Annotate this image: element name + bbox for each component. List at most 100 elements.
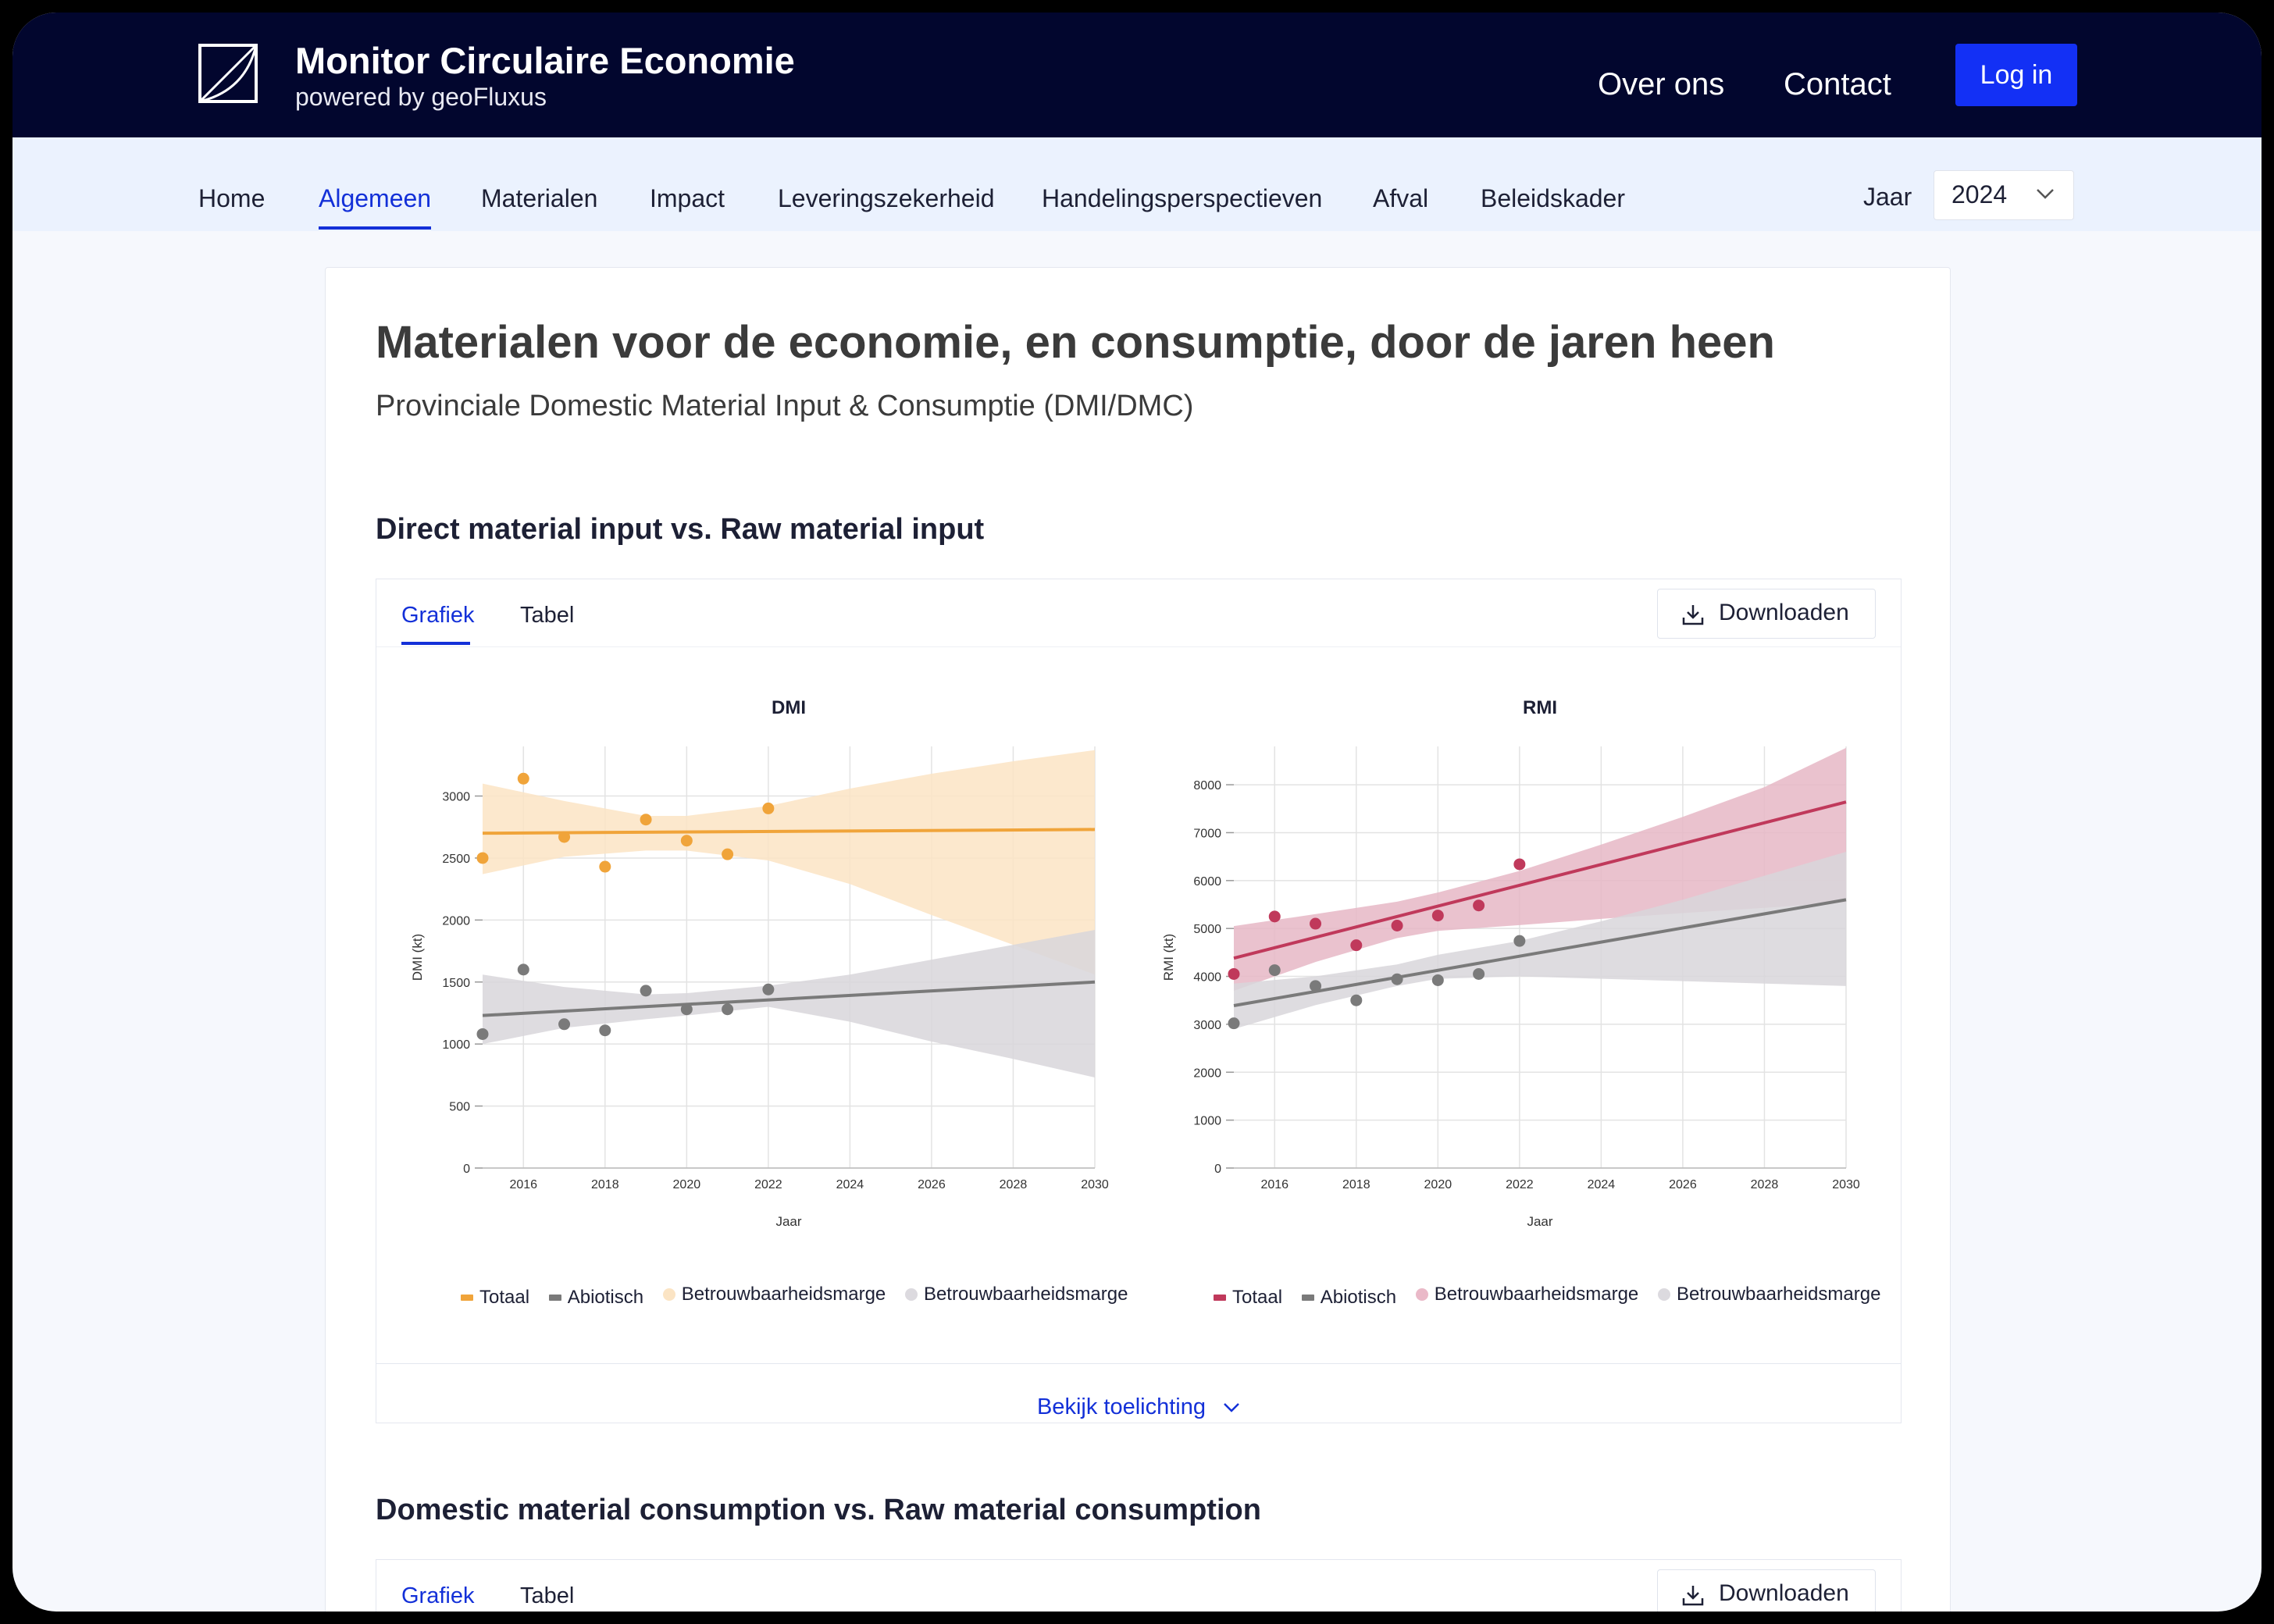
chart-panel-dmc-rmc: Grafiek Tabel Downloaden: [376, 1559, 1902, 1612]
data-point: [476, 852, 489, 864]
data-point: [558, 831, 571, 843]
data-point: [1513, 858, 1526, 871]
tab-tabel[interactable]: Tabel: [520, 603, 575, 628]
year-value: 2024: [1951, 180, 2008, 208]
data-point: [640, 814, 652, 826]
dmi-legend: Totaal Abiotisch Betrouwbaarheidsmarge B…: [461, 1284, 1142, 1309]
subnav-item-leveringszekerheid[interactable]: Leveringszekerheid: [778, 184, 995, 212]
y-tick-label: 5000: [1193, 923, 1221, 936]
subnav-item-handelingsperspectieven[interactable]: Handelingsperspectieven: [1042, 184, 1323, 212]
data-point: [1228, 967, 1240, 980]
x-tick-label: 2022: [754, 1178, 782, 1191]
x-tick-label: 2024: [1588, 1178, 1616, 1191]
confidence-band: [483, 930, 1095, 1078]
data-point: [1310, 980, 1322, 992]
nav-contact[interactable]: Contact: [1784, 67, 1891, 102]
panel-footer-divider: [376, 1363, 1901, 1364]
data-point: [680, 835, 693, 847]
toelichting-toggle[interactable]: Bekijk toelichting: [376, 1394, 1901, 1420]
download-button[interactable]: Downloaden: [1657, 589, 1876, 639]
legend-label: Totaal: [1232, 1287, 1283, 1308]
legend-label: Abiotisch: [567, 1287, 644, 1308]
x-axis-label: Jaar: [775, 1214, 801, 1229]
app-title: Monitor Circulaire Economie: [295, 40, 795, 81]
legend-item[interactable]: Betrouwbaarheidsmarge: [662, 1284, 886, 1305]
rmi-chart: RMI 0 1000 2000 3000 4000 5000 6000 7000 8000 2016…: [1161, 697, 1860, 1229]
data-point: [1350, 994, 1363, 1006]
legend-item[interactable]: Totaal: [1214, 1287, 1282, 1309]
y-tick-label: 2000: [1193, 1067, 1221, 1080]
y-tick-label: 0: [1214, 1163, 1221, 1176]
content-card: Materialen voor de economie, en consumpt…: [325, 267, 1951, 1612]
data-point: [640, 985, 652, 997]
data-point: [1350, 939, 1363, 952]
logo-icon[interactable]: [198, 44, 258, 103]
y-axis-label: RMI (kt): [1161, 934, 1176, 981]
chart-title: RMI: [1523, 697, 1557, 718]
chart-title: DMI: [772, 697, 806, 718]
x-tick-label: 2024: [836, 1178, 864, 1191]
legend-label: Betrouwbaarheidsmarge: [1676, 1284, 1881, 1305]
chevron-down-icon: [1224, 1403, 1239, 1413]
data-point: [1228, 1017, 1240, 1030]
x-tick-label: 2026: [918, 1178, 946, 1191]
active-tab-indicator: [401, 642, 470, 645]
subnav-item-materialen[interactable]: Materialen: [481, 184, 598, 212]
trend-line: [1233, 800, 1847, 960]
legend-swatch: [1214, 1295, 1226, 1301]
tab-grafiek[interactable]: Grafiek: [401, 1583, 475, 1608]
data-point: [517, 963, 529, 976]
subnav-item-algemeen[interactable]: Algemeen: [319, 184, 432, 212]
download-label: Downloaden: [1719, 1580, 1849, 1606]
subnav-item-afval[interactable]: Afval: [1373, 184, 1429, 212]
y-tick-label: 2000: [442, 914, 470, 928]
data-point: [762, 983, 775, 995]
confidence-band: [1234, 747, 1846, 991]
trend-line: [482, 828, 1096, 835]
data-point: [1431, 974, 1444, 986]
nav-over-ons[interactable]: Over ons: [1598, 67, 1725, 102]
page-title: Materialen voor de economie, en consumpt…: [376, 317, 1775, 368]
chart-panel-dmi-rmi: Grafiek Tabel Downloaden DMI 0 500 1000 1500…: [376, 579, 1902, 1423]
y-tick-label: 8000: [1193, 779, 1221, 792]
data-point: [599, 860, 611, 873]
legend-item[interactable]: Betrouwbaarheidsmarge: [1657, 1284, 1881, 1305]
trend-line: [482, 980, 1096, 1017]
y-tick-label: 6000: [1193, 875, 1221, 889]
active-tab-indicator: [319, 226, 431, 230]
data-point: [1310, 917, 1322, 930]
trend-line: [1233, 898, 1847, 1007]
legend-swatch: [1415, 1288, 1428, 1301]
tab-grafiek[interactable]: Grafiek: [401, 603, 475, 628]
subnav-item-beleidskader[interactable]: Beleidskader: [1481, 184, 1625, 212]
dmi-chart: DMI 0 500 1000 1500 2000 2500 3000 2016 2018 2020 2…: [410, 697, 1109, 1229]
subnav-item-home[interactable]: Home: [198, 184, 266, 212]
section-title-dmi-rmi: Direct material input vs. Raw material i…: [376, 513, 985, 546]
data-point: [1473, 967, 1485, 980]
x-tick-label: 2020: [1424, 1178, 1452, 1191]
year-select[interactable]: 2024: [1934, 170, 2074, 220]
toelichting-label: Bekijk toelichting: [1036, 1394, 1206, 1419]
data-point: [1513, 935, 1526, 947]
y-tick-label: 7000: [1193, 827, 1221, 840]
data-point: [1391, 920, 1403, 931]
legend-item[interactable]: Betrouwbaarheidsmarge: [1415, 1284, 1639, 1305]
x-tick-label: 2018: [1342, 1178, 1370, 1191]
y-tick-label: 4000: [1193, 971, 1221, 985]
legend-item[interactable]: Betrouwbaarheidsmarge: [904, 1284, 1128, 1305]
login-button[interactable]: Log in: [1955, 44, 2077, 106]
data-point: [1473, 899, 1485, 912]
legend-swatch: [461, 1295, 473, 1301]
download-button[interactable]: Downloaden: [1657, 1569, 1876, 1612]
chevron-down-icon: [2037, 189, 2054, 199]
legend-item[interactable]: Abiotisch: [548, 1287, 644, 1309]
legend-swatch: [1657, 1288, 1670, 1301]
legend-item[interactable]: Totaal: [461, 1287, 529, 1309]
tab-tabel[interactable]: Tabel: [520, 1583, 575, 1608]
legend-label: Betrouwbaarheidsmarge: [1434, 1284, 1639, 1305]
y-axis-label: DMI (kt): [410, 934, 425, 981]
y-tick-label: 2500: [442, 853, 470, 866]
subnav-item-impact[interactable]: Impact: [650, 184, 725, 212]
legend-item[interactable]: Abiotisch: [1301, 1287, 1396, 1309]
page-subtitle: Provinciale Domestic Material Input & Co…: [376, 390, 1194, 422]
